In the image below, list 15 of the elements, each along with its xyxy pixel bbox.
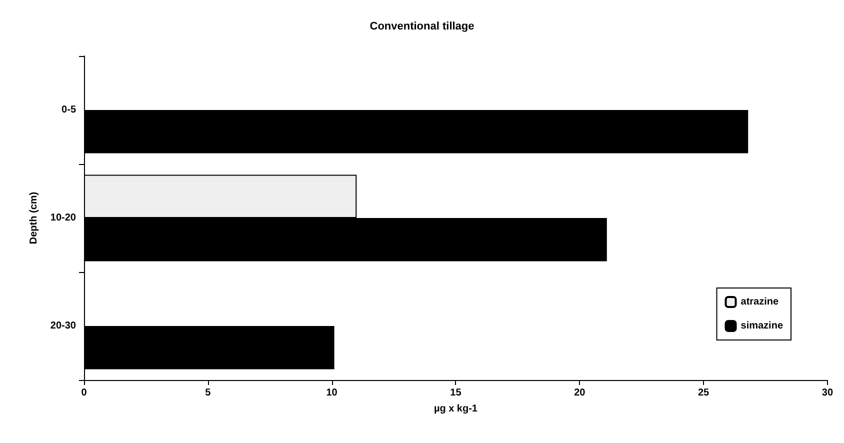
x-axis-title: µg x kg-1 bbox=[434, 404, 478, 414]
x-tick-label: 15 bbox=[450, 388, 462, 398]
x-tick-label: 20 bbox=[574, 388, 586, 398]
legend-label: simazine bbox=[740, 320, 784, 332]
x-tick-label: 0 bbox=[81, 388, 88, 398]
y-tick-label: 10-20 bbox=[50, 212, 76, 224]
legend-label: atrazine bbox=[740, 296, 779, 308]
y-axis-title: Depth (cm) bbox=[28, 192, 40, 244]
chart-title: Conventional tillage bbox=[370, 20, 474, 32]
x-tick-label: 5 bbox=[205, 388, 212, 398]
x-tick-label: 25 bbox=[698, 388, 710, 398]
x-tick-label: 30 bbox=[822, 388, 834, 398]
y-tick-label: 0-5 bbox=[62, 104, 76, 116]
y-tick-label: 20-30 bbox=[50, 320, 76, 332]
x-tick-label: 10 bbox=[326, 388, 338, 398]
